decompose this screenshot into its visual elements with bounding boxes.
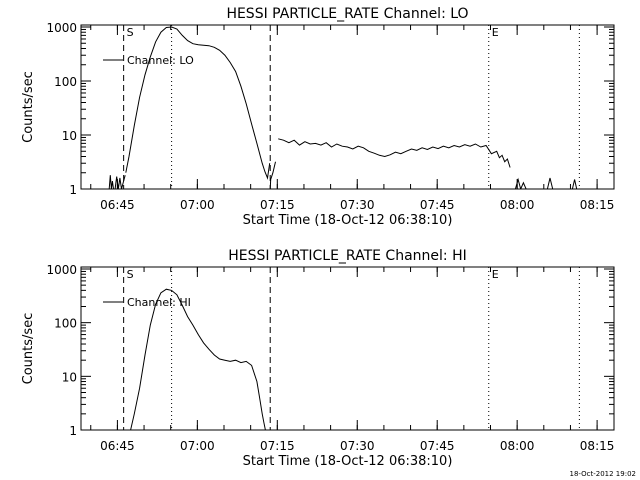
y-tick-label: 1000 <box>46 21 77 35</box>
hi-channel-panel: HESSI PARTICLE_RATE Channel: HI 1 10 100 100… <box>21 248 615 469</box>
x-tick-label: 08:00 <box>500 198 535 212</box>
series-line-segment <box>130 288 266 430</box>
y-tick-label: 100 <box>54 317 77 331</box>
x-tick-label: 06:45 <box>100 198 135 212</box>
x-tick-label: 07:30 <box>340 439 375 453</box>
footer-timestamp: 18-Oct-2012 19:02 <box>570 470 636 478</box>
y-tick-label: 1000 <box>46 263 77 277</box>
x-tick-label: 06:45 <box>100 439 135 453</box>
y-axis-label: Counts/sec <box>21 313 36 385</box>
x-axis-label: Start Time (18-Oct-12 06:38:10) <box>243 213 453 228</box>
marker-label: S <box>127 26 134 39</box>
x-tick-label: 07:15 <box>260 198 295 212</box>
series-line-segment <box>546 177 554 189</box>
x-tick-label: 08:15 <box>580 198 615 212</box>
x-tick-label: 07:00 <box>180 439 215 453</box>
series-line-segment <box>269 161 276 189</box>
series-line-segment <box>571 179 578 189</box>
series-line-segment <box>108 175 126 189</box>
y-tick-label: 10 <box>62 129 77 143</box>
x-tick-label: 07:30 <box>340 198 375 212</box>
x-tick-label: 08:15 <box>580 439 615 453</box>
x-axis-label: Start Time (18-Oct-12 06:38:10) <box>243 454 453 469</box>
x-tick-label: 07:45 <box>420 439 455 453</box>
x-tick-label: 07:15 <box>260 439 295 453</box>
marker-label: E <box>492 26 499 39</box>
legend-label: Channel: LO <box>127 54 194 67</box>
y-tick-label: 1 <box>69 424 77 438</box>
x-tick-label: 07:00 <box>180 198 215 212</box>
y-tick-label: 10 <box>62 370 77 384</box>
plot-frame <box>80 266 615 431</box>
y-axis-label: Counts/sec <box>21 71 36 143</box>
chart-title: HESSI PARTICLE_RATE Channel: LO <box>226 6 468 22</box>
chart-title: HESSI PARTICLE_RATE Channel: HI <box>228 248 466 264</box>
x-tick-label: 08:00 <box>500 439 535 453</box>
series-line-segment <box>125 26 271 180</box>
y-tick-label: 100 <box>54 75 77 89</box>
x-tick-label: 07:45 <box>420 198 455 212</box>
marker-label: S <box>127 268 134 281</box>
series-line-segment <box>278 138 511 168</box>
y-tick-label: 1 <box>69 183 77 197</box>
lo-channel-panel: HESSI PARTICLE_RATE Channel: LO 1 10 100 100… <box>21 6 615 228</box>
plot-frame <box>80 24 615 190</box>
legend-label: Channel: HI <box>127 296 191 309</box>
marker-label: E <box>492 268 499 281</box>
series-line-segment <box>514 177 527 189</box>
